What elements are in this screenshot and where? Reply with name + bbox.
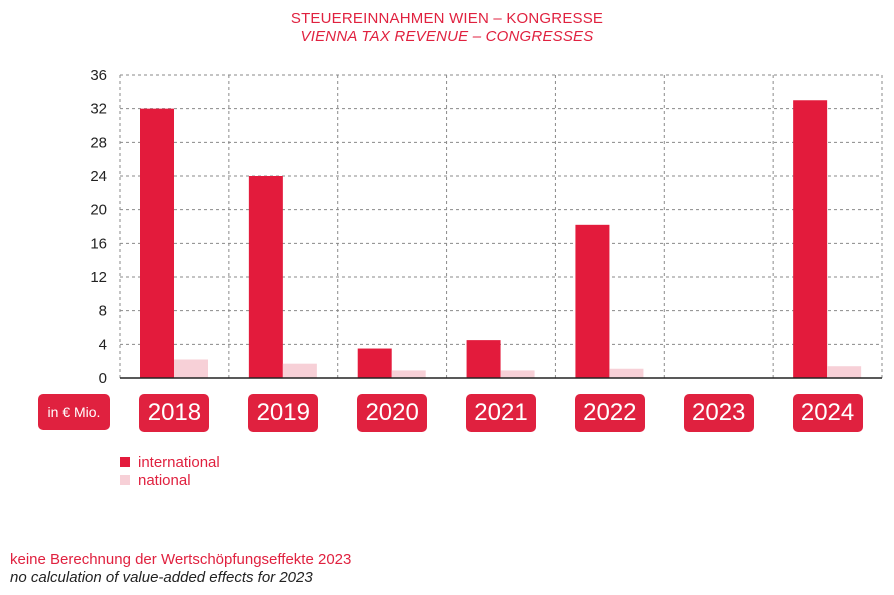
chart-subtitle: VIENNA TAX REVENUE – CONGRESSES [300, 28, 594, 45]
x-tick-label-2021: 2021 [466, 394, 536, 432]
x-tick-label-2018: 2018 [139, 394, 210, 432]
unit-label: in € Mio. [38, 394, 110, 430]
bar-national-2020 [391, 370, 426, 378]
bar-international-2024 [793, 100, 828, 378]
legend-swatch-international [120, 457, 130, 467]
y-tick-label: 32 [90, 101, 107, 118]
x-tick-label-2024: 2024 [792, 394, 863, 432]
x-tick-label-2022: 2022 [574, 394, 645, 432]
footnote-german: keine Berechnung der Wertschöpfungseffek… [10, 551, 352, 568]
legend: international national [120, 453, 220, 489]
bar-national-2018 [174, 359, 208, 378]
bar-national-2019 [282, 363, 317, 378]
legend-item-national: national [120, 471, 220, 489]
y-tick-label: 4 [99, 336, 107, 353]
bar-international-2021 [466, 340, 501, 378]
y-tick-label: 0 [99, 370, 107, 387]
legend-label-international: international [138, 453, 220, 471]
y-tick-label: 20 [90, 202, 107, 219]
bar-national-2021 [500, 370, 535, 378]
x-tick-label-2020: 2020 [357, 394, 428, 432]
bar-national-2022 [609, 368, 644, 378]
legend-label-national: national [138, 471, 191, 489]
y-tick-label: 28 [90, 134, 107, 151]
y-tick-label: 12 [90, 269, 107, 286]
chart-plot: 0 4 8 12 16 20 24 28 32 36 [90, 67, 883, 387]
y-tick-label: 24 [90, 168, 107, 185]
bar-international-2019 [248, 176, 283, 378]
x-tick-label-2019: 2019 [248, 394, 319, 432]
bar-international-2018 [140, 108, 174, 379]
bar-national-2024 [827, 366, 862, 378]
y-tick-label: 8 [99, 303, 107, 320]
y-tick-label: 16 [90, 235, 107, 252]
chart-title: STEUEREINNAHMEN WIEN – KONGRESSE [290, 10, 604, 27]
bar-international-2022 [575, 224, 610, 378]
bar-international-2020 [357, 348, 392, 378]
legend-item-international: international [120, 453, 220, 471]
footnote-english: no calculation of value-added effects fo… [10, 569, 313, 586]
x-tick-label-2023: 2023 [683, 394, 754, 432]
y-tick-label: 36 [90, 67, 107, 84]
legend-swatch-national [120, 475, 130, 485]
